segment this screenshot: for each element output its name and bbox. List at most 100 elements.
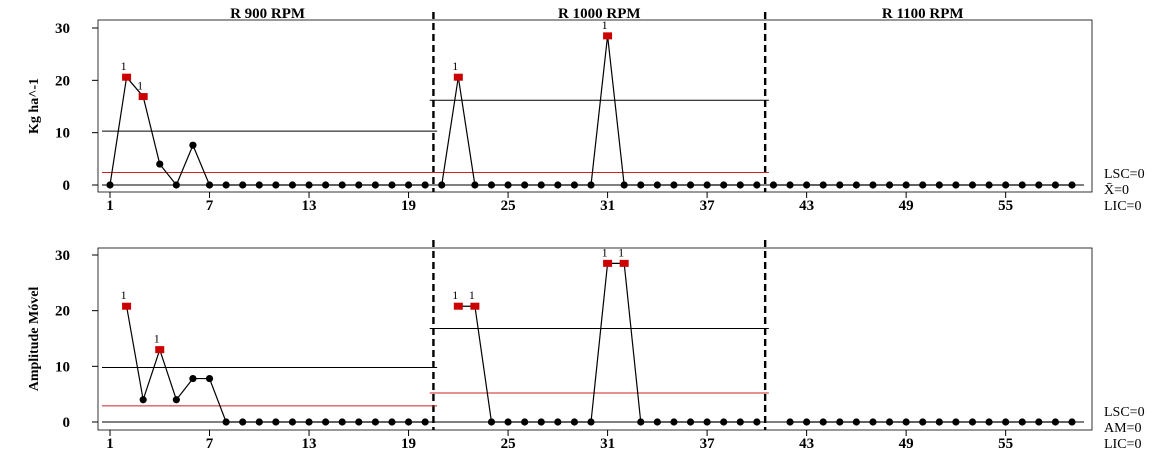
data-point bbox=[1051, 418, 1060, 426]
data-point bbox=[139, 396, 147, 404]
data-point bbox=[968, 418, 977, 426]
data-point bbox=[222, 181, 230, 189]
data-point bbox=[487, 181, 496, 189]
data-point bbox=[836, 181, 844, 189]
x-tick-label: 19 bbox=[401, 436, 416, 452]
limit-label: LSC=0 bbox=[1104, 167, 1145, 182]
data-point bbox=[272, 418, 280, 426]
stage-title: R 1000 RPM bbox=[558, 6, 641, 22]
x-tick-label: 49 bbox=[899, 198, 914, 214]
data-point bbox=[322, 181, 330, 189]
y-axis-label: Amplitude Móvel bbox=[27, 287, 42, 392]
data-point bbox=[205, 374, 214, 383]
data-point bbox=[703, 418, 711, 426]
data-point bbox=[686, 418, 695, 426]
data-point bbox=[952, 181, 960, 189]
y-tick-label: 30 bbox=[55, 21, 70, 37]
data-point bbox=[819, 418, 827, 426]
data-point bbox=[968, 181, 977, 189]
series-segment bbox=[590, 35, 609, 186]
data-point bbox=[222, 418, 230, 426]
plot-frame bbox=[97, 19, 1093, 193]
data-point bbox=[769, 181, 778, 189]
data-point bbox=[338, 418, 346, 426]
flagged-point bbox=[122, 73, 132, 81]
flagged-point bbox=[453, 73, 463, 81]
x-tick-label: 31 bbox=[600, 436, 615, 452]
data-point bbox=[885, 181, 894, 189]
series-segment bbox=[474, 306, 493, 423]
flagged-point bbox=[453, 302, 463, 310]
data-point bbox=[388, 418, 396, 426]
series-segment bbox=[623, 263, 642, 423]
data-point bbox=[637, 181, 645, 189]
data-point bbox=[1068, 181, 1076, 189]
data-point bbox=[703, 181, 711, 189]
data-point bbox=[786, 181, 794, 189]
data-point bbox=[239, 418, 247, 426]
x-tick-label: 25 bbox=[501, 436, 516, 452]
x-tick-label: 13 bbox=[302, 198, 317, 214]
data-point bbox=[720, 418, 728, 426]
flagged-point bbox=[603, 259, 613, 267]
data-point bbox=[786, 418, 794, 426]
data-point bbox=[869, 418, 877, 426]
series-segment bbox=[441, 77, 459, 186]
data-point bbox=[404, 181, 413, 189]
series-segment bbox=[175, 378, 194, 401]
series-segment bbox=[192, 144, 211, 186]
data-point bbox=[885, 418, 894, 426]
y-tick-label: 30 bbox=[55, 248, 70, 264]
data-point bbox=[521, 418, 529, 426]
data-point bbox=[1068, 418, 1076, 426]
data-point bbox=[852, 181, 860, 189]
data-point bbox=[803, 418, 811, 426]
x-tick-label: 55 bbox=[998, 198, 1013, 214]
x-tick-label: 1 bbox=[106, 436, 114, 452]
data-point bbox=[985, 181, 993, 189]
data-point bbox=[587, 181, 595, 189]
data-point bbox=[803, 181, 811, 189]
y-axis-label: Kg ha^-1 bbox=[27, 78, 42, 134]
series-segment bbox=[159, 349, 177, 400]
data-point bbox=[1035, 418, 1043, 426]
data-point bbox=[205, 181, 214, 189]
y-tick-label: 20 bbox=[55, 304, 70, 320]
y-tick-label: 20 bbox=[55, 73, 70, 89]
data-point bbox=[322, 418, 330, 426]
flag-label: 1 bbox=[121, 288, 127, 302]
series-segment bbox=[142, 96, 161, 165]
stage-title: R 1100 RPM bbox=[882, 6, 964, 22]
data-point bbox=[836, 418, 844, 426]
data-point bbox=[919, 418, 927, 426]
x-tick-label: 7 bbox=[206, 436, 214, 452]
data-point bbox=[272, 181, 280, 189]
flagged-point bbox=[122, 302, 132, 310]
data-point bbox=[189, 141, 197, 149]
data-point bbox=[1002, 181, 1010, 189]
data-point bbox=[487, 418, 496, 426]
data-point bbox=[935, 418, 943, 426]
flag-label: 1 bbox=[469, 288, 475, 302]
data-point bbox=[753, 418, 761, 426]
data-point bbox=[869, 181, 877, 189]
flag-label: 1 bbox=[602, 18, 608, 32]
series-segment bbox=[175, 144, 194, 186]
flagged-point bbox=[603, 32, 613, 40]
data-point bbox=[1051, 181, 1060, 189]
series-segment bbox=[159, 163, 177, 186]
series-segment bbox=[457, 77, 476, 186]
series-segment bbox=[125, 306, 144, 400]
flag-label: 1 bbox=[602, 245, 608, 259]
data-point bbox=[239, 181, 247, 189]
data-point bbox=[305, 181, 313, 189]
data-point bbox=[255, 418, 263, 426]
series-segment bbox=[142, 349, 161, 400]
x-tick-label: 19 bbox=[401, 198, 416, 214]
data-point bbox=[355, 418, 363, 426]
data-point bbox=[919, 181, 927, 189]
data-point bbox=[720, 181, 728, 189]
data-point bbox=[355, 181, 363, 189]
flagged-point bbox=[155, 346, 165, 354]
data-point bbox=[852, 418, 860, 426]
